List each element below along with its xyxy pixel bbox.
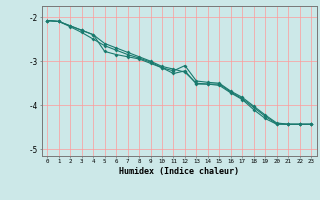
- X-axis label: Humidex (Indice chaleur): Humidex (Indice chaleur): [119, 167, 239, 176]
